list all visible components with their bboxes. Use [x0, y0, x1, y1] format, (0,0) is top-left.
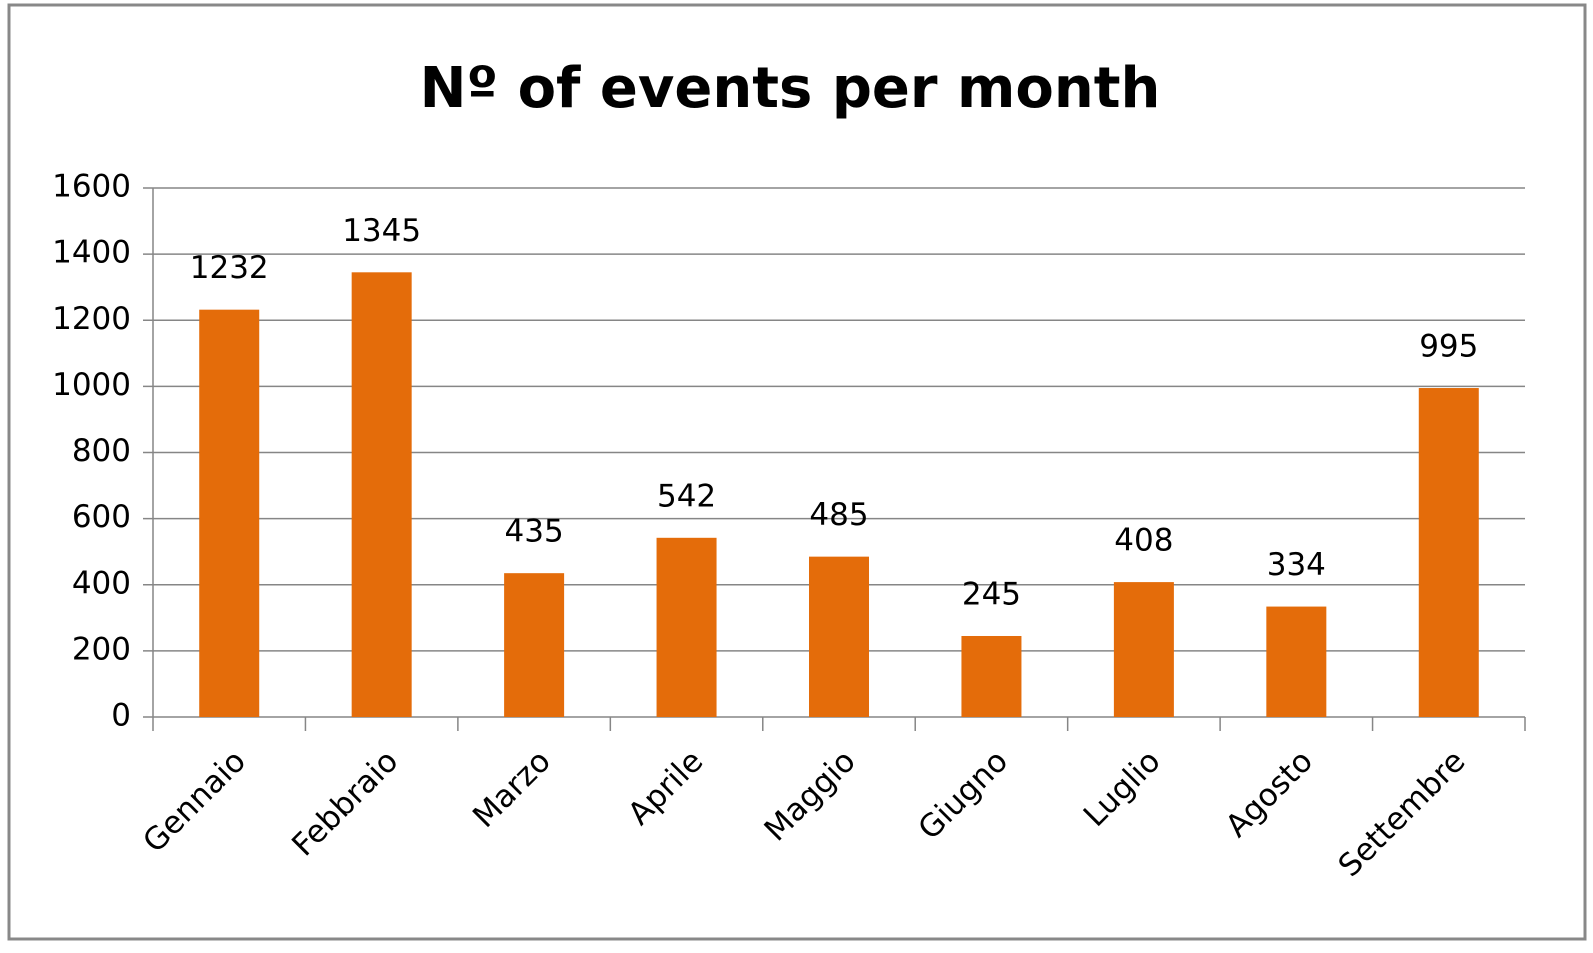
- y-tick-label: 400: [72, 565, 131, 601]
- data-label: 334: [1267, 547, 1326, 583]
- y-tick-label: 1200: [52, 301, 131, 337]
- y-tick-label: 1400: [52, 235, 131, 271]
- bar: [809, 556, 869, 717]
- data-label: 485: [809, 497, 868, 533]
- bar: [1266, 606, 1327, 717]
- bar: [199, 309, 260, 717]
- bar: [961, 635, 1022, 717]
- chart-title: Nº of events per month: [420, 56, 1161, 121]
- data-label: 995: [1419, 329, 1478, 365]
- data-label: 1232: [190, 250, 269, 286]
- data-label: 1345: [342, 213, 421, 249]
- data-label: 542: [657, 478, 716, 514]
- chart-border: [7, 3, 1587, 941]
- y-tick-label: 600: [72, 499, 131, 535]
- bar: [1113, 582, 1174, 717]
- bar: [656, 537, 717, 717]
- y-tick-label: 1000: [52, 367, 131, 403]
- data-label: 245: [962, 576, 1021, 612]
- data-label: 435: [505, 514, 564, 550]
- y-tick-label: 0: [111, 698, 131, 734]
- y-tick-label: 1600: [52, 169, 131, 205]
- bar: [504, 573, 565, 717]
- data-label: 408: [1114, 523, 1173, 559]
- bar: [1418, 388, 1479, 717]
- y-tick-label: 200: [72, 631, 131, 667]
- y-tick-label: 800: [72, 433, 131, 469]
- bar: [351, 272, 412, 717]
